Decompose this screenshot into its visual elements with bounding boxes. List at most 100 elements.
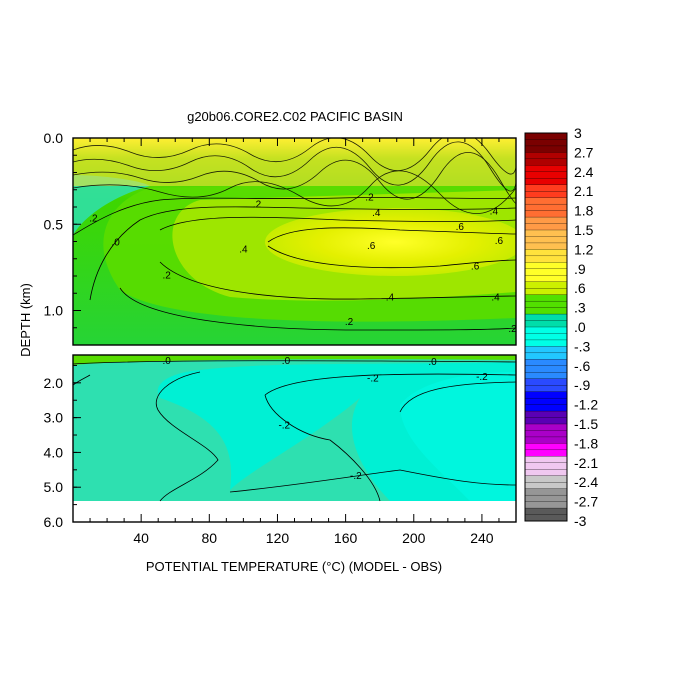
x-tick-label: 80 <box>202 530 218 546</box>
contour-label: -.2 <box>278 421 290 432</box>
colorbar-cell <box>524 268 568 276</box>
colorbar-cell <box>524 288 568 296</box>
lower-panel <box>73 355 516 522</box>
x-tick-label: 120 <box>266 530 290 546</box>
colorbar-cell <box>524 372 568 380</box>
contour-label: .2 <box>345 317 354 328</box>
lower-panel-no-data <box>73 501 516 522</box>
contour-label: .6 <box>495 236 504 247</box>
x-tick-label: 200 <box>402 530 426 546</box>
y-axis-upper: 0.0 0.5 1.0 <box>44 130 81 329</box>
colorbar-cell <box>524 494 568 503</box>
contour-label: .2 <box>253 200 262 211</box>
colorbar-cell <box>524 346 568 354</box>
colorbar-cell <box>524 320 568 328</box>
colorbar-cell <box>524 236 568 244</box>
colorbar-cell <box>524 514 568 522</box>
contour-label: .4 <box>386 293 395 304</box>
colorbar-cell <box>524 275 568 283</box>
colorbar-cell <box>524 229 568 237</box>
y-tick-label-lower: 4.0 <box>44 444 64 460</box>
colorbar-cell <box>524 158 568 166</box>
contour-label: .0 <box>111 238 120 249</box>
colorbar-cell <box>524 430 568 438</box>
colorbar-cell <box>524 385 568 393</box>
colorbar-cell <box>524 475 568 483</box>
colorbar-cell <box>524 456 568 464</box>
colorbar <box>524 132 568 522</box>
upper-panel-core-06 <box>265 208 516 276</box>
colorbar-label: 2.1 <box>574 183 594 199</box>
colorbar-cell <box>524 410 568 418</box>
colorbar-label: 1.2 <box>574 241 594 257</box>
colorbar-cell <box>524 139 568 147</box>
lower-panel-contours <box>73 360 516 502</box>
contour-labels: .2 .0 .2 .2 .4 .2 .4 .6 .6 .4 .6 .6 .4 .4 .2 .2 .0 .0 .0 -.… <box>89 193 517 482</box>
x-tick-label: 240 <box>470 530 494 546</box>
contour-label: .0 <box>428 357 437 368</box>
colorbar-label: 3 <box>574 125 582 141</box>
contour-label: .2 <box>365 193 374 204</box>
colorbar-cell <box>524 171 568 179</box>
colorbar-cell <box>524 482 568 490</box>
y-tick-label-upper: 0.0 <box>44 130 64 146</box>
colorbar-label: 1.8 <box>574 203 594 219</box>
chart-title: g20b06.CORE2.C02 PACIFIC BASIN <box>187 109 403 124</box>
colorbar-cell <box>524 423 568 431</box>
colorbar-cell <box>524 165 568 173</box>
x-tick-label: 40 <box>133 530 149 546</box>
colorbar-cell <box>524 326 568 334</box>
colorbar-cell <box>524 378 568 386</box>
x-axis: 40 80 120 160 200 240 <box>89 138 500 546</box>
lower-panel-warm-edge <box>73 355 516 365</box>
contour-label: .6 <box>456 222 465 233</box>
y-axis-label: DEPTH (km) <box>18 283 33 357</box>
y-axis-lower: 2.0 3.0 4.0 5.0 6.0 <box>44 364 81 530</box>
colorbar-cell <box>524 359 568 367</box>
lower-panel-band-m02-tail <box>400 372 516 501</box>
colorbar-cell <box>524 462 568 470</box>
colorbar-cell <box>524 184 568 192</box>
colorbar-label: 2.4 <box>574 164 594 180</box>
colorbar-label: -1.5 <box>574 416 598 432</box>
upper-panel-surface-band <box>73 138 516 186</box>
colorbar-cell <box>524 333 568 341</box>
colorbar-label: -3 <box>574 513 587 529</box>
colorbar-cell <box>524 449 568 457</box>
y-tick-label-upper: 0.5 <box>44 216 64 232</box>
upper-panel-contours <box>73 197 516 331</box>
colorbar-cell <box>524 197 568 205</box>
y-tick-label-lower: 2.0 <box>44 375 64 391</box>
colorbar-label: .0 <box>574 319 586 335</box>
contour-label: .4 <box>239 244 248 255</box>
colorbar-cell <box>524 404 568 412</box>
y-tick-label-lower: 5.0 <box>44 479 64 495</box>
colorbar-cell <box>524 339 568 347</box>
colorbar-label: -.6 <box>574 358 591 374</box>
colorbar-cell <box>524 300 568 309</box>
colorbar-cell <box>524 391 568 399</box>
contour-label: .2 <box>89 213 98 224</box>
colorbar-label: -1.2 <box>574 397 598 413</box>
colorbar-label: -.3 <box>574 338 591 354</box>
colorbar-cell <box>524 307 568 315</box>
contour-label: .4 <box>490 206 499 217</box>
colorbar-cell <box>524 443 568 451</box>
colorbar-label: -1.8 <box>574 435 598 451</box>
y-tick-label-upper: 1.0 <box>44 303 64 319</box>
colorbar-cell <box>524 417 568 425</box>
colorbar-cell <box>524 191 568 199</box>
colorbar-cell <box>524 488 568 496</box>
colorbar-label: .3 <box>574 300 586 316</box>
colorbar-label: -2.4 <box>574 474 598 490</box>
colorbar-cell <box>524 397 568 406</box>
colorbar-cell <box>524 216 568 224</box>
colorbar-cell <box>524 178 568 186</box>
contour-label: .0 <box>163 356 172 367</box>
colorbar-cell <box>524 436 568 444</box>
contour-label: .6 <box>471 262 480 273</box>
colorbar-cell <box>524 249 568 257</box>
colorbar-cell <box>524 281 568 289</box>
contour-label: .0 <box>282 356 291 367</box>
colorbar-label: 1.5 <box>574 222 594 238</box>
